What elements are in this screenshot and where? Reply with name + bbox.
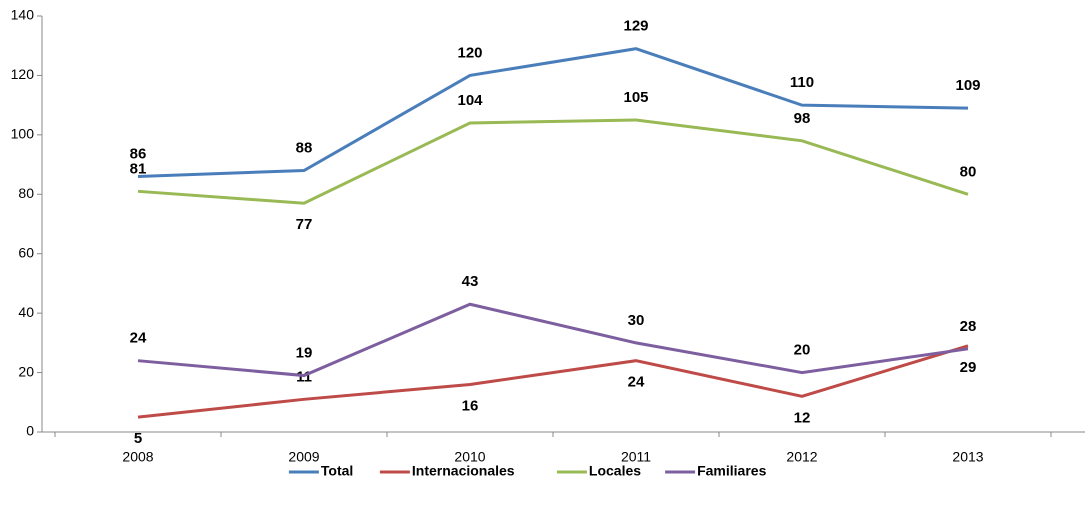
data-label: 81: [130, 160, 147, 177]
data-label: 24: [628, 374, 645, 391]
series-line: [137, 344, 969, 419]
series-line: [137, 47, 969, 178]
x-tick-label: 2008: [122, 449, 153, 465]
data-label: 129: [623, 18, 648, 35]
data-label: 86: [130, 145, 147, 162]
x-tick-label: 2012: [786, 449, 817, 465]
legend-label: Familiares: [697, 463, 766, 479]
legend-label: Internacionales: [412, 463, 515, 479]
x-tick-label: 2013: [952, 449, 983, 465]
data-label: 80: [960, 163, 977, 180]
x-tick-label: 2011: [621, 449, 651, 465]
data-label: 12: [794, 409, 811, 426]
data-label: 88: [296, 139, 313, 156]
y-tick-label: 40: [18, 304, 34, 320]
data-label: 120: [457, 44, 482, 61]
data-label: 109: [955, 77, 980, 94]
legend-label: Locales: [589, 463, 641, 479]
legend-label: Total: [321, 463, 353, 479]
data-label: 19: [296, 345, 313, 362]
y-tick-label: 100: [11, 126, 35, 142]
y-tick-label: 60: [18, 244, 34, 260]
y-tick-label: 120: [11, 66, 35, 82]
x-tick-label: 2009: [288, 449, 319, 465]
y-tick-label: 140: [11, 7, 35, 23]
data-label: 30: [628, 312, 645, 329]
data-label: 24: [130, 330, 147, 347]
data-label: 28: [960, 318, 977, 335]
data-label: 110: [790, 74, 814, 91]
data-label: 104: [457, 92, 483, 109]
y-tick-label: 20: [18, 363, 34, 379]
data-label: 16: [462, 397, 479, 414]
y-tick-label: 80: [18, 185, 34, 201]
data-label: 98: [794, 110, 811, 127]
data-label: 5: [134, 430, 142, 447]
data-label: 77: [296, 216, 313, 233]
x-tick-label: 2010: [454, 449, 485, 465]
y-tick-label: 0: [26, 423, 34, 439]
series-line: [137, 302, 969, 378]
series-line: [137, 118, 969, 205]
data-label: 105: [623, 89, 648, 106]
data-label: 20: [794, 342, 811, 359]
data-label: 29: [960, 359, 977, 376]
data-label: 43: [462, 273, 479, 290]
